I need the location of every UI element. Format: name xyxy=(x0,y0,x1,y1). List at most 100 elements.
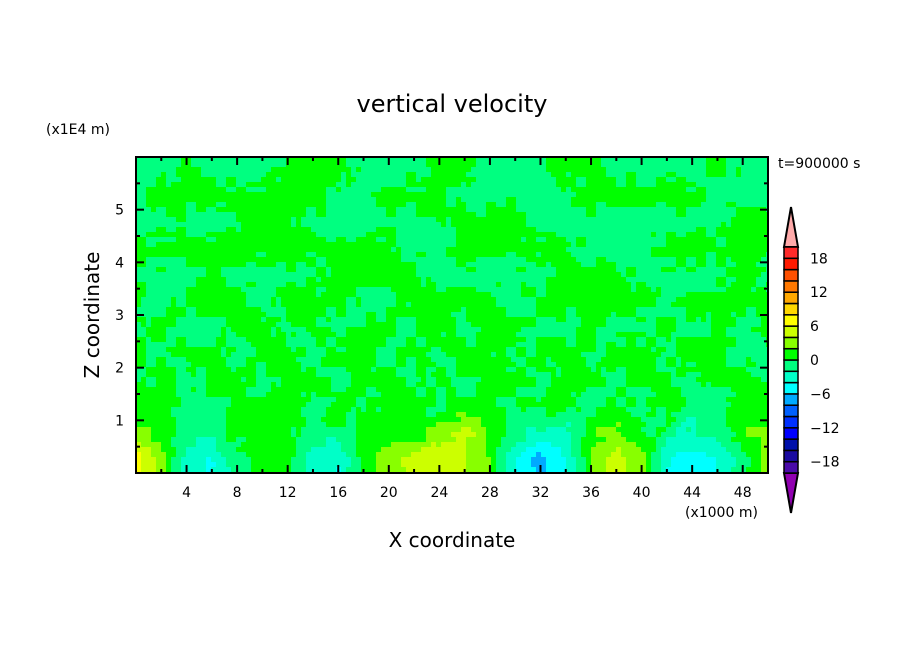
contour-cell xyxy=(621,157,627,163)
contour-cell xyxy=(691,302,697,308)
contour-cell xyxy=(446,167,452,173)
contour-cell xyxy=(606,177,612,183)
contour-cell xyxy=(731,237,737,243)
contour-cell xyxy=(201,192,207,198)
contour-cell xyxy=(381,232,387,238)
contour-cell xyxy=(421,332,427,338)
contour-cell xyxy=(341,262,347,268)
contour-cell xyxy=(546,332,552,338)
contour-cell xyxy=(636,162,642,168)
contour-cell xyxy=(516,247,522,253)
contour-cell xyxy=(351,322,357,328)
contour-cell xyxy=(491,297,497,303)
contour-cell xyxy=(286,187,292,193)
contour-cell xyxy=(446,282,452,288)
contour-cell xyxy=(531,322,537,328)
contour-cell xyxy=(276,237,282,243)
contour-cell xyxy=(686,342,692,348)
contour-cell xyxy=(736,252,742,258)
contour-cell xyxy=(496,262,502,268)
contour-cell xyxy=(406,312,412,318)
contour-cell xyxy=(236,202,242,208)
contour-cell xyxy=(146,197,152,203)
contour-cell xyxy=(336,182,342,188)
contour-cell xyxy=(716,272,722,278)
contour-cell xyxy=(291,327,297,333)
contour-cell xyxy=(301,272,307,278)
contour-cell xyxy=(636,302,642,308)
contour-cell xyxy=(221,262,227,268)
contour-cell xyxy=(336,237,342,243)
contour-cell xyxy=(306,192,312,198)
contour-cell xyxy=(701,262,707,268)
contour-cell xyxy=(586,172,592,178)
contour-cell xyxy=(236,227,242,233)
contour-cell xyxy=(301,212,307,218)
contour-cell xyxy=(506,202,512,208)
contour-cell xyxy=(666,317,672,323)
contour-cell xyxy=(211,247,217,253)
contour-cell xyxy=(391,247,397,253)
contour-cell xyxy=(461,197,467,203)
contour-cell xyxy=(761,172,767,178)
contour-cell xyxy=(156,347,162,353)
contour-cell xyxy=(661,187,667,193)
contour-cell xyxy=(371,267,377,273)
contour-cell xyxy=(556,287,562,293)
contour-cell xyxy=(526,347,532,353)
contour-cell xyxy=(226,292,232,298)
contour-cell xyxy=(566,257,572,263)
contour-cell xyxy=(426,252,432,258)
contour-cell xyxy=(716,197,722,203)
contour-cell xyxy=(266,172,272,178)
contour-cell xyxy=(376,327,382,333)
contour-cell xyxy=(501,312,507,318)
contour-cell xyxy=(451,287,457,293)
contour-cell xyxy=(141,262,147,268)
contour-cell xyxy=(741,257,747,263)
contour-cell xyxy=(486,177,492,183)
contour-cell xyxy=(191,292,197,298)
contour-cell xyxy=(226,342,232,348)
contour-cell xyxy=(626,182,632,188)
contour-cell xyxy=(626,207,632,213)
contour-cell xyxy=(691,327,697,333)
contour-cell xyxy=(651,257,657,263)
contour-cell xyxy=(436,202,442,208)
contour-cell xyxy=(166,282,172,288)
contour-cell xyxy=(341,172,347,178)
contour-cell xyxy=(351,307,357,313)
contour-cell xyxy=(526,332,532,338)
contour-cell xyxy=(596,332,602,338)
contour-cell xyxy=(631,182,637,188)
contour-cell xyxy=(201,222,207,228)
contour-cell xyxy=(426,202,432,208)
contour-cell xyxy=(351,332,357,338)
contour-cell xyxy=(151,247,157,253)
contour-cell xyxy=(626,337,632,343)
contour-cell xyxy=(676,217,682,223)
contour-cell xyxy=(231,287,237,293)
contour-cell xyxy=(606,312,612,318)
contour-cell xyxy=(151,157,157,163)
contour-cell xyxy=(281,192,287,198)
contour-cell xyxy=(636,272,642,278)
contour-cell xyxy=(191,237,197,243)
contour-cell xyxy=(611,237,617,243)
contour-cell xyxy=(196,202,202,208)
contour-cell xyxy=(336,267,342,273)
contour-cell xyxy=(656,187,662,193)
contour-cell xyxy=(276,337,282,343)
contour-cell xyxy=(551,332,557,338)
contour-cell xyxy=(311,277,317,283)
contour-cell xyxy=(336,232,342,238)
contour-cell xyxy=(136,232,142,238)
contour-cell xyxy=(741,332,747,338)
contour-cell xyxy=(351,162,357,168)
contour-cell xyxy=(226,162,232,168)
contour-cell xyxy=(321,262,327,268)
contour-cell xyxy=(696,317,702,323)
contour-cell xyxy=(506,282,512,288)
contour-cell xyxy=(156,252,162,258)
contour-cell xyxy=(286,292,292,298)
